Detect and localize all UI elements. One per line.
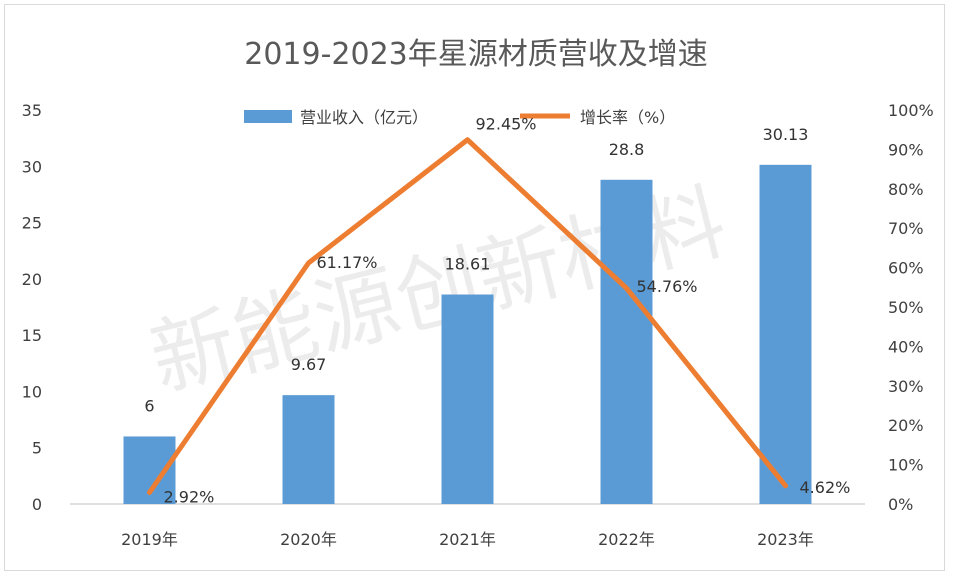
right-axis-tick-label: 60% (888, 259, 924, 278)
right-axis-tick-label: 100% (888, 101, 934, 120)
growth-rate-label: 61.17% (317, 253, 378, 272)
left-axis-tick-label: 20 (22, 270, 42, 289)
growth-rate-point (466, 138, 469, 141)
revenue-bar-label: 9.67 (291, 355, 327, 374)
left-axis-tick-label: 25 (22, 214, 42, 233)
x-axis: 2019年 2020年 2021年 2022年 2023年 (70, 503, 865, 549)
x-axis-tick-label: 2020年 (280, 530, 337, 549)
revenue-bar-label: 28.8 (609, 140, 645, 159)
left-axis-tick-label: 30 (22, 157, 42, 176)
left-axis-tick-label: 0 (32, 495, 42, 514)
x-axis-tick-label: 2023年 (757, 530, 814, 549)
chart-title: 2019-2023年星源材质营收及增速 (244, 37, 708, 72)
left-axis-tick-label: 35 (22, 101, 42, 120)
line-data-labels: 2.92% 61.17% 92.45% 54.76% 4.62% (164, 115, 851, 507)
growth-rate-point (148, 491, 151, 494)
right-axis-ticks: 0% 10% 20% 30% 40% 50% 60% 70% 80% 90% 100% (888, 101, 934, 514)
revenue-bar-label: 30.13 (763, 125, 809, 144)
legend-label-revenue: 营业收入（亿元） (300, 108, 428, 127)
growth-rate-point (784, 484, 787, 487)
x-axis-tick-label: 2021年 (439, 530, 496, 549)
left-axis-ticks: 0 5 10 15 20 25 30 35 (22, 101, 42, 514)
right-axis-tick-label: 20% (888, 416, 924, 435)
growth-rate-label: 2.92% (164, 487, 215, 506)
revenue-bar-label: 18.61 (445, 255, 491, 274)
revenue-bar-label: 6 (144, 396, 154, 415)
right-axis-tick-label: 70% (888, 219, 924, 238)
growth-rate-label: 54.76% (637, 277, 698, 296)
right-axis-tick-label: 50% (888, 298, 924, 317)
legend: 营业收入（亿元） 增长率（%） (244, 108, 675, 127)
revenue-bar (282, 395, 335, 504)
right-axis-tick-label: 10% (888, 456, 924, 475)
right-axis-tick-label: 0% (888, 495, 913, 514)
x-axis-tick-label: 2019年 (121, 530, 178, 549)
growth-rate-label: 92.45% (476, 115, 537, 134)
legend-swatch-revenue (244, 110, 292, 123)
left-axis-tick-label: 15 (22, 326, 42, 345)
growth-rate-point (625, 287, 628, 290)
right-axis-tick-label: 40% (888, 337, 924, 356)
left-axis-tick-label: 5 (32, 439, 42, 458)
growth-rate-point (307, 261, 310, 264)
line-series (147, 137, 788, 495)
revenue-bar (441, 294, 494, 504)
x-axis-tick-label: 2022年 (598, 530, 655, 549)
legend-label-growth: 增长率（%） (580, 108, 675, 127)
revenue-bar (759, 164, 812, 505)
right-axis-tick-label: 30% (888, 377, 924, 396)
revenue-bar (600, 179, 653, 504)
right-axis-tick-label: 90% (888, 140, 924, 159)
right-axis-tick-label: 80% (888, 180, 924, 199)
bar-data-labels: 6 9.67 18.61 28.8 30.13 (144, 125, 808, 416)
growth-rate-label: 4.62% (800, 478, 851, 497)
left-axis-tick-label: 10 (22, 382, 42, 401)
